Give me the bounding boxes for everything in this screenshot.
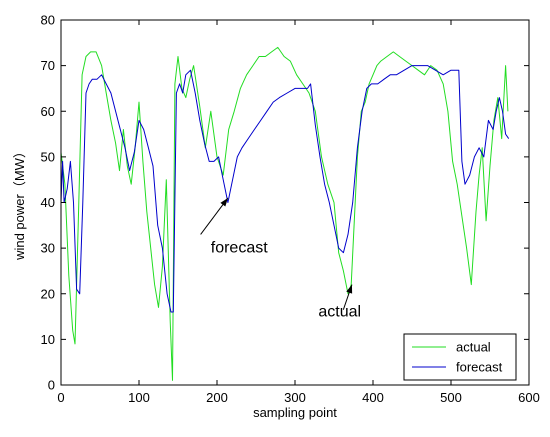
y-tick-label: 0 <box>48 378 55 393</box>
x-axis-title: sampling point <box>253 405 337 420</box>
y-axis: 0 10 20 30 40 50 60 70 80 <box>41 13 529 393</box>
annotation-arrowhead <box>220 197 228 207</box>
series-line-forecast <box>61 65 510 313</box>
x-tick-label: 300 <box>284 390 306 405</box>
y-tick-label: 50 <box>41 149 55 164</box>
x-tick-label: 400 <box>362 390 384 405</box>
x-tick-label: 500 <box>440 390 462 405</box>
x-tick-label: 0 <box>57 390 64 405</box>
x-tick-label: 200 <box>206 390 228 405</box>
annotation-arrowhead <box>346 284 353 294</box>
legend-label-forecast: forecast <box>456 360 503 375</box>
x-axis: 0 100 200 300 400 500 600 <box>57 20 540 405</box>
legend-box <box>403 333 517 381</box>
x-tick-label: 100 <box>128 390 150 405</box>
y-tick-label: 60 <box>41 104 55 119</box>
y-tick-label: 20 <box>41 286 55 301</box>
annotations: forecast actual <box>200 197 361 321</box>
annotation-label-actual: actual <box>318 304 361 321</box>
y-tick-label: 40 <box>41 195 55 210</box>
legend: actual forecast <box>403 333 517 381</box>
x-tick-label: 600 <box>518 390 540 405</box>
y-tick-label: 30 <box>41 241 55 256</box>
y-tick-label: 10 <box>41 332 55 347</box>
annotation-label-forecast: forecast <box>211 240 268 257</box>
legend-label-actual: actual <box>456 340 491 355</box>
series-layer <box>61 46 510 381</box>
y-tick-label: 70 <box>41 58 55 73</box>
plot-area <box>61 20 529 385</box>
series-line-actual <box>61 46 509 381</box>
y-tick-label: 80 <box>41 13 55 28</box>
y-axis-title: wind power（MW） <box>12 145 27 261</box>
